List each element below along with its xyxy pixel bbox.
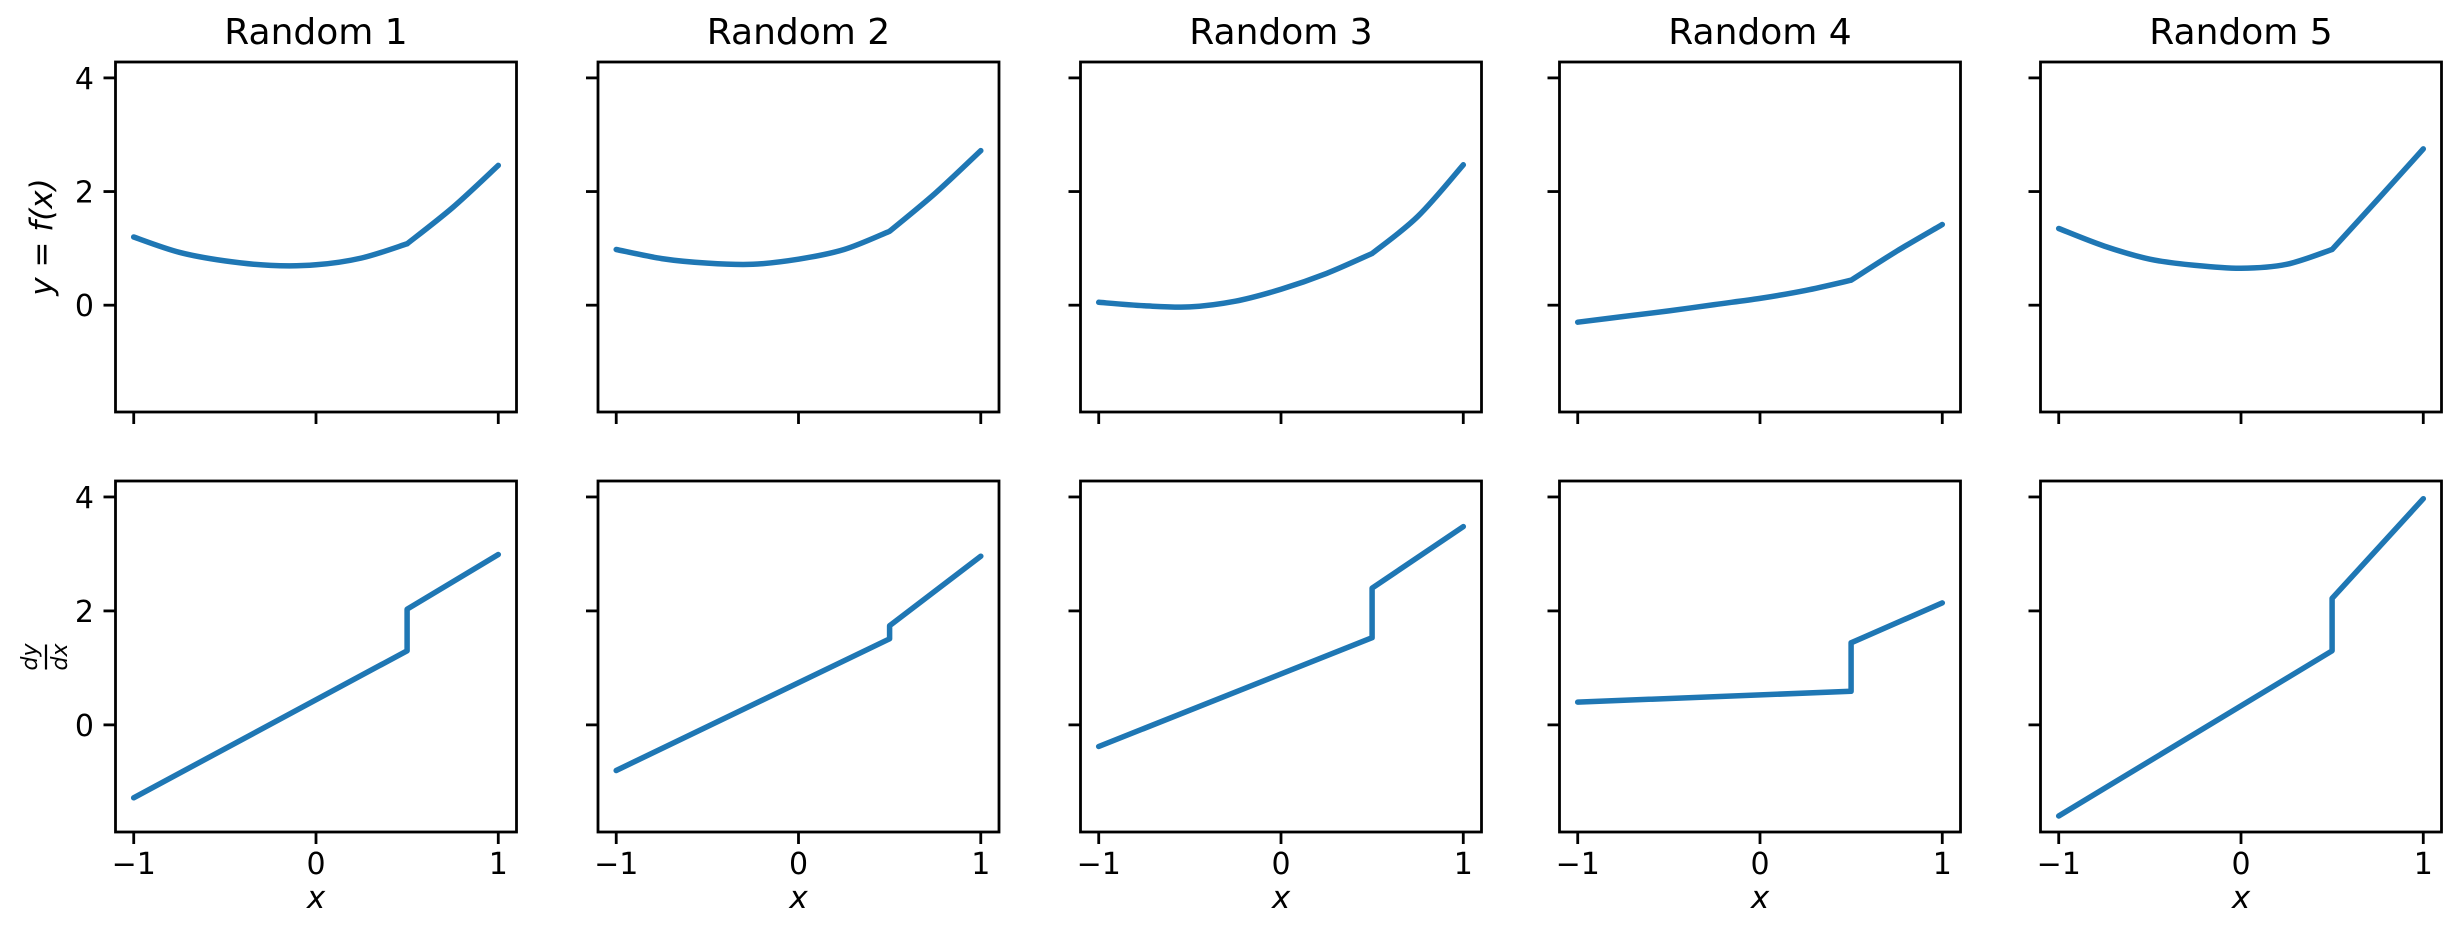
subplot-title: Random 1 (224, 12, 407, 53)
axes-frame (596, 479, 1001, 834)
axes-frame (2039, 479, 2443, 834)
axes-frame (1079, 479, 1483, 834)
x-axis-label: x (1750, 880, 1770, 916)
axes-frame (1558, 60, 1962, 414)
subplot-random-3-derivative: −1 0 1 x (1068, 479, 1483, 916)
subplot-random-3-function: Random 3 (1068, 12, 1483, 424)
curve-f-4 (1574, 221, 1946, 325)
y-tick-label: 2 (75, 176, 94, 211)
curve-dfdx-1 (130, 551, 502, 801)
x-tick-label: −1 (1556, 847, 1600, 882)
x-tick-label: 0 (2231, 847, 2250, 882)
x-tick-label: 1 (1933, 847, 1952, 882)
axes-frame (1079, 60, 1483, 414)
x-tick-label: −1 (2037, 847, 2081, 882)
curve-dfdx-5 (2055, 495, 2427, 819)
subplot-random-2-derivative: −1 0 1 x (586, 479, 1001, 916)
subplot-random-1-function: 4 2 0 Random 1 (75, 12, 518, 424)
x-tick-label: −1 (594, 847, 638, 882)
x-axis-label: x (2231, 880, 2251, 916)
x-tick-label: 1 (971, 847, 990, 882)
x-tick-label: 0 (306, 847, 325, 882)
curve-f-5 (2055, 146, 2427, 272)
x-tick-label: 1 (1454, 847, 1473, 882)
fraction-denominator: dx (48, 643, 73, 671)
x-tick-label: 1 (489, 847, 508, 882)
axes-frame (596, 60, 1001, 414)
subplot-title: Random 3 (1189, 12, 1372, 53)
curve-dfdx-4 (1574, 600, 1946, 705)
y-tick-label: 4 (75, 481, 94, 516)
x-tick-label: 0 (1750, 847, 1769, 882)
subplot-title: Random 4 (1668, 12, 1851, 53)
y-tick-label: 0 (75, 289, 94, 324)
subplot-title: Random 5 (2149, 12, 2332, 53)
x-tick-label: −1 (1077, 847, 1121, 882)
subplot-random-2-function: Random 2 (586, 12, 1001, 424)
subplot-random-5-derivative: −1 0 1 x (2028, 479, 2443, 916)
y-axis-label-top-text: y = f(x) (24, 178, 60, 296)
axes-frame (114, 479, 518, 834)
y-tick-label: 4 (75, 62, 94, 97)
x-tick-label: 1 (2414, 847, 2433, 882)
subplot-random-4-derivative: −1 0 1 x (1547, 479, 1962, 916)
x-tick-label: −1 (112, 847, 156, 882)
subplot-random-1-derivative: 4 2 0 −1 0 1 x (75, 479, 518, 916)
subplot-title: Random 2 (707, 12, 890, 53)
curve-dfdx-3 (1095, 523, 1467, 750)
y-tick-label: 0 (75, 709, 94, 744)
subplot-random-4-function: Random 4 (1547, 12, 1962, 424)
x-tick-label: 0 (789, 847, 808, 882)
y-tick-label: 2 (75, 595, 94, 630)
x-axis-label: x (1271, 880, 1291, 916)
curve-f-1 (130, 162, 502, 269)
x-tick-label: 0 (1271, 847, 1290, 882)
curve-dfdx-2 (613, 553, 984, 774)
axes-frame (2039, 60, 2443, 414)
axes-frame (114, 60, 518, 414)
y-axis-label-top: y = f(x) (24, 178, 60, 296)
x-axis-label: x (788, 880, 808, 916)
y-axis-label-bottom: dy dx (18, 643, 73, 671)
subplot-random-5-function: Random 5 (2028, 12, 2443, 424)
curve-f-3 (1095, 162, 1467, 310)
curve-f-2 (613, 147, 984, 268)
fraction-numerator: dy (18, 643, 43, 671)
x-axis-label: x (306, 880, 326, 916)
axes-frame (1558, 479, 1962, 834)
